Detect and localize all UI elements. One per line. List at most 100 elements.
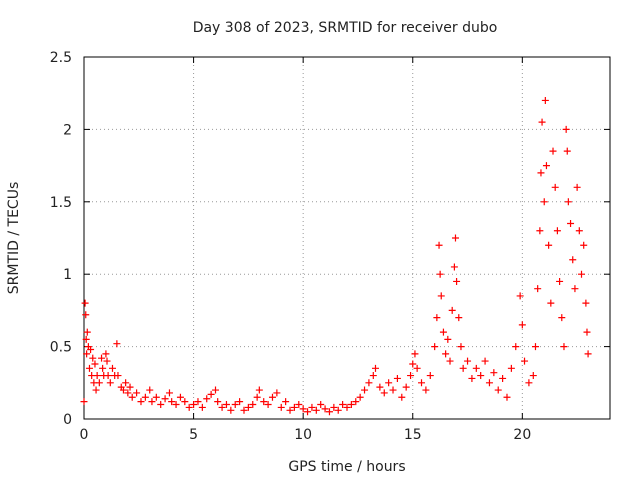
- data-point: [376, 383, 384, 391]
- data-point: [433, 314, 441, 322]
- data-point: [481, 357, 489, 365]
- data-point: [521, 357, 529, 365]
- data-point: [334, 406, 342, 414]
- data-point: [534, 285, 542, 293]
- data-point: [553, 227, 561, 235]
- data-point: [286, 406, 294, 414]
- data-point: [361, 386, 369, 394]
- data-point: [126, 383, 134, 391]
- data-point: [547, 299, 555, 307]
- data-point: [133, 389, 141, 397]
- data-point: [89, 354, 97, 362]
- data-point: [282, 398, 290, 406]
- data-point: [122, 379, 130, 387]
- gridlines: [84, 57, 610, 419]
- data-point: [299, 405, 307, 413]
- data-point: [277, 403, 285, 411]
- chart-title: Day 308 of 2023, SRMTID for receiver dub…: [193, 20, 498, 36]
- data-point: [203, 395, 211, 403]
- data-point: [583, 328, 591, 336]
- data-point: [304, 408, 312, 416]
- data-point: [104, 372, 112, 380]
- data-point: [451, 234, 459, 242]
- data-point: [413, 364, 421, 372]
- data-point: [83, 350, 91, 358]
- plot-frame: [83, 56, 611, 420]
- data-point: [152, 393, 160, 401]
- data-point: [371, 364, 379, 372]
- data-points: [80, 96, 592, 416]
- data-point: [190, 401, 198, 409]
- data-point: [573, 183, 581, 191]
- data-point: [325, 408, 333, 416]
- data-point: [409, 360, 417, 368]
- data-point: [157, 401, 165, 409]
- data-point: [231, 401, 239, 409]
- data-point: [330, 403, 338, 411]
- data-point: [106, 379, 114, 387]
- data-point: [124, 389, 132, 397]
- data-point: [569, 256, 577, 264]
- data-point: [218, 403, 226, 411]
- data-point: [549, 147, 557, 155]
- data-point: [91, 360, 99, 368]
- data-point: [472, 364, 480, 372]
- data-point: [464, 357, 472, 365]
- data-point: [444, 335, 452, 343]
- data-point: [268, 393, 276, 401]
- data-point: [422, 386, 430, 394]
- data-point: [407, 372, 415, 380]
- data-point: [490, 369, 498, 377]
- data-point: [128, 393, 136, 401]
- axis-ticks: 0 5 10 15 20 0 0.5 1 1.5 2 2.5: [50, 50, 610, 443]
- data-point: [518, 321, 526, 329]
- data-point: [194, 398, 202, 406]
- data-point: [389, 386, 397, 394]
- data-point: [560, 343, 568, 351]
- data-point: [431, 343, 439, 351]
- data-point: [148, 398, 156, 406]
- data-point: [222, 401, 230, 409]
- data-point: [137, 398, 145, 406]
- data-point: [212, 386, 219, 394]
- data-point: [312, 406, 320, 414]
- y-tick-label: 2: [63, 122, 72, 138]
- data-point: [260, 398, 268, 406]
- data-point: [168, 398, 176, 406]
- data-point: [459, 364, 467, 372]
- data-point: [207, 390, 215, 398]
- data-point: [436, 270, 444, 278]
- data-point: [468, 374, 476, 382]
- data-point: [525, 379, 533, 387]
- data-point: [249, 401, 257, 409]
- data-point: [385, 379, 393, 387]
- data-point: [542, 162, 550, 170]
- data-point: [253, 393, 261, 401]
- x-tick-label: 15: [404, 427, 422, 443]
- x-tick-label: 20: [513, 427, 531, 443]
- y-tick-label: 1.5: [50, 195, 72, 211]
- data-point: [567, 220, 575, 228]
- data-point: [450, 263, 458, 271]
- data-point: [442, 350, 450, 358]
- data-point: [181, 398, 189, 406]
- data-point: [516, 292, 524, 300]
- data-point: [165, 389, 173, 397]
- data-point: [564, 198, 572, 206]
- data-point: [264, 401, 272, 409]
- data-point: [82, 335, 90, 343]
- data-point: [172, 401, 180, 409]
- data-point: [437, 292, 445, 300]
- y-tick-label: 0.5: [50, 340, 72, 356]
- data-point: [93, 372, 101, 380]
- data-point: [114, 372, 122, 380]
- data-point: [92, 386, 100, 394]
- data-point: [369, 372, 377, 380]
- data-point: [580, 241, 588, 249]
- data-point: [538, 118, 546, 126]
- data-point: [273, 389, 281, 397]
- y-tick-label: 1: [63, 267, 72, 283]
- data-point: [426, 372, 434, 380]
- data-point: [446, 357, 454, 365]
